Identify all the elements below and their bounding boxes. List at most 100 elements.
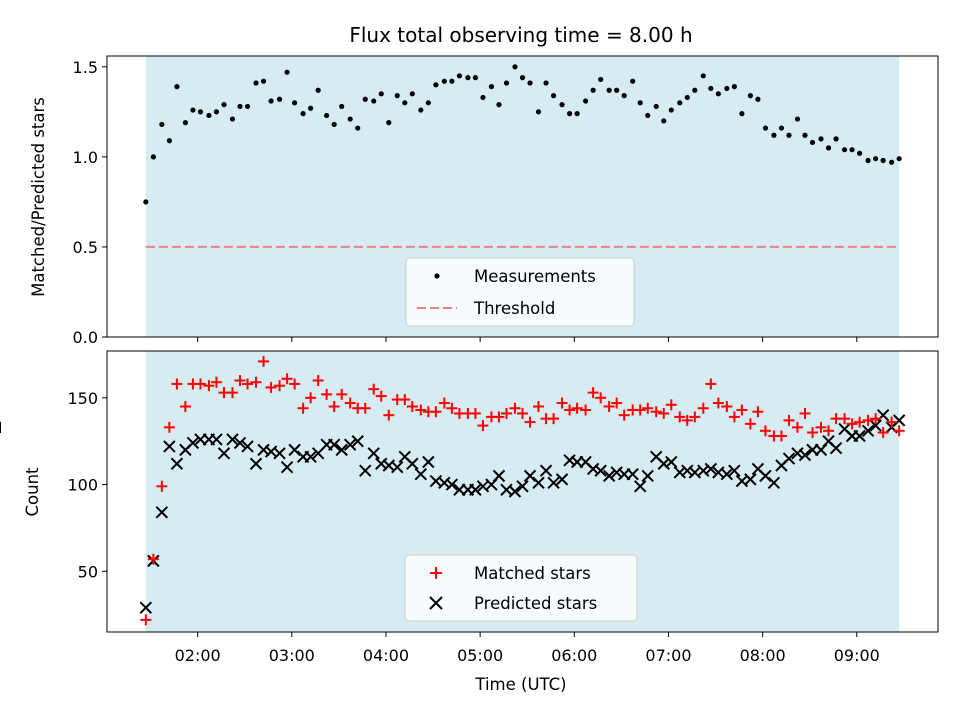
matched-star-point xyxy=(728,411,740,423)
predicted-star-point xyxy=(869,419,882,432)
measurement-point xyxy=(260,78,267,84)
measurement-point xyxy=(762,125,769,131)
bottom-axes-frame xyxy=(106,350,939,633)
xtick-label-7: 09:00 xyxy=(834,646,880,665)
matched-star-point xyxy=(305,392,317,404)
matched-star-point xyxy=(375,390,387,402)
predicted-star-point xyxy=(602,469,616,483)
matched-star-point xyxy=(846,418,858,430)
predicted-star-point xyxy=(532,476,545,490)
measurement-point xyxy=(331,121,337,128)
predicted-star-point xyxy=(335,443,348,457)
predicted-star-point xyxy=(704,462,718,476)
legend-predicted-marker xyxy=(429,596,443,610)
measurement-point xyxy=(731,84,737,90)
predicted-star-point xyxy=(782,452,796,465)
measurement-point xyxy=(865,157,871,164)
measurement-point xyxy=(174,84,180,90)
matched-star-point xyxy=(446,402,458,414)
chart-title: Flux total observing time = 8.00 h xyxy=(349,23,692,47)
matched-star-point xyxy=(312,374,324,386)
measurement-point xyxy=(347,116,353,122)
predicted-star-point xyxy=(516,480,529,493)
matched-star-point xyxy=(234,374,246,386)
measurement-point xyxy=(574,111,580,117)
matched-star-point xyxy=(674,411,686,423)
measurement-point xyxy=(371,98,377,104)
matched-star-point xyxy=(500,407,512,419)
matched-star-point xyxy=(721,401,733,413)
measurement-point xyxy=(739,111,745,117)
predicted-star-point xyxy=(304,450,317,464)
matched-star-point xyxy=(297,402,309,414)
bottom-ytick-label-1: 100 xyxy=(67,476,98,495)
matched-star-point xyxy=(618,409,630,421)
legend-measurements-label: Measurements xyxy=(474,267,596,286)
predicted-star-point xyxy=(626,467,639,481)
measurement-point xyxy=(268,98,274,104)
measurement-point xyxy=(645,112,651,119)
measurement-point xyxy=(276,96,283,102)
matched-star-point xyxy=(642,402,654,414)
measurement-point xyxy=(700,73,706,79)
measurement-point xyxy=(621,93,627,99)
matched-star-point xyxy=(571,402,583,414)
predicted-star-point xyxy=(539,464,553,477)
matched-star-point xyxy=(509,402,521,414)
matched-star-point xyxy=(438,397,450,409)
top-panel: 0.0 0.5 1.0 1.5 Matched/Predicted stars Mea… xyxy=(29,55,939,347)
matched-star-point xyxy=(603,401,615,413)
top-ytick-label-2: 1.0 xyxy=(73,148,98,167)
predicted-star-point xyxy=(391,461,404,474)
matched-star-point xyxy=(783,414,795,426)
measurement-point xyxy=(786,132,792,138)
measurement-point xyxy=(213,109,220,115)
matched-star-point xyxy=(697,402,709,414)
matched-star-point xyxy=(321,388,333,400)
measurement-point xyxy=(630,78,636,84)
matched-star-point xyxy=(533,401,545,413)
matched-star-point xyxy=(752,406,764,418)
measurement-point xyxy=(684,94,690,101)
matched-star-point xyxy=(870,413,882,425)
matched-star-point xyxy=(477,420,489,432)
matched-star-point xyxy=(210,376,222,388)
measurement-point xyxy=(677,100,683,106)
matched-star-point xyxy=(759,425,771,437)
measurement-point xyxy=(503,80,510,86)
measurement-point xyxy=(708,85,714,92)
matched-star-point xyxy=(328,401,340,413)
measurement-point xyxy=(244,103,251,110)
measurement-point xyxy=(590,87,596,93)
measurement-point xyxy=(402,100,408,106)
measurement-point xyxy=(456,73,463,79)
matched-star-point xyxy=(524,416,536,428)
matched-star-point xyxy=(258,355,270,367)
measurement-point xyxy=(166,138,172,144)
top-ytick-label-1: 0.5 xyxy=(73,238,98,257)
bottom-legend: Matched stars Predicted stars xyxy=(404,554,638,622)
predicted-star-point xyxy=(720,467,734,481)
predicted-star-point xyxy=(829,441,843,455)
matched-star-point xyxy=(242,378,254,390)
measurement-point xyxy=(409,91,415,97)
matched-star-point xyxy=(556,397,568,409)
measurement-point xyxy=(441,78,447,84)
predicted-star-point xyxy=(610,466,623,479)
matched-star-point xyxy=(791,421,803,433)
matched-star-point xyxy=(147,553,159,565)
predicted-star-point xyxy=(375,457,388,470)
matched-star-point xyxy=(775,430,787,442)
matched-star-point xyxy=(336,388,348,400)
measurement-point xyxy=(771,132,777,138)
top-legend-box xyxy=(405,257,635,327)
matched-star-point xyxy=(854,416,866,428)
measurement-point xyxy=(253,80,259,86)
matched-star-point xyxy=(595,392,607,404)
predicted-star-point xyxy=(641,469,654,483)
matched-star-point xyxy=(517,407,528,419)
measurement-point xyxy=(324,112,330,119)
predicted-star-point xyxy=(422,455,435,469)
predicted-star-point xyxy=(210,433,223,446)
matched-star-point xyxy=(140,614,152,626)
